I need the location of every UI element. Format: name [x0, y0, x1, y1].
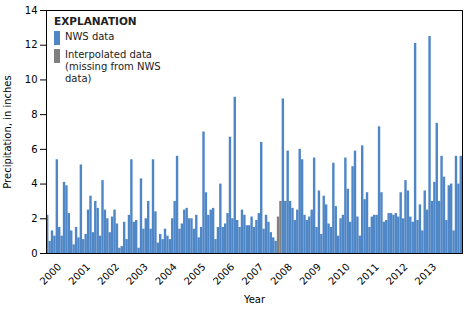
svg-text:2003: 2003	[124, 261, 150, 287]
svg-text:2010: 2010	[326, 261, 352, 287]
svg-text:Precipitation, in inches: Precipitation, in inches	[2, 75, 13, 188]
html-text:EXPLANATION: EXPLANATION	[54, 15, 137, 27]
html-text:NWS data: NWS data	[65, 31, 115, 42]
svg-text:2007: 2007	[240, 261, 266, 287]
svg-text:2004: 2004	[153, 261, 179, 287]
svg-text:8: 8	[31, 109, 37, 120]
html-text:Interpolated data (missing fro: Interpolated data (missing from NWS data…	[65, 49, 161, 84]
svg-text:2002: 2002	[95, 261, 121, 287]
svg-text:4: 4	[31, 178, 37, 189]
svg-text:14: 14	[25, 5, 38, 16]
svg-text:Year: Year	[243, 294, 266, 305]
svg-text:2006: 2006	[211, 261, 237, 287]
svg-text:2009: 2009	[297, 261, 323, 287]
svg-text:2012: 2012	[384, 261, 410, 287]
svg-text:0: 0	[31, 248, 37, 259]
svg-text:2005: 2005	[182, 261, 208, 287]
svg-text:6: 6	[31, 144, 37, 155]
svg-text:2013: 2013	[413, 261, 439, 287]
svg-text:12: 12	[25, 39, 38, 50]
svg-text:2001: 2001	[66, 261, 92, 287]
svg-text:2011: 2011	[355, 261, 381, 287]
svg-text:10: 10	[25, 74, 38, 85]
svg-text:2: 2	[31, 213, 37, 224]
svg-text:2000: 2000	[38, 261, 64, 287]
svg-text:2008: 2008	[268, 261, 294, 287]
